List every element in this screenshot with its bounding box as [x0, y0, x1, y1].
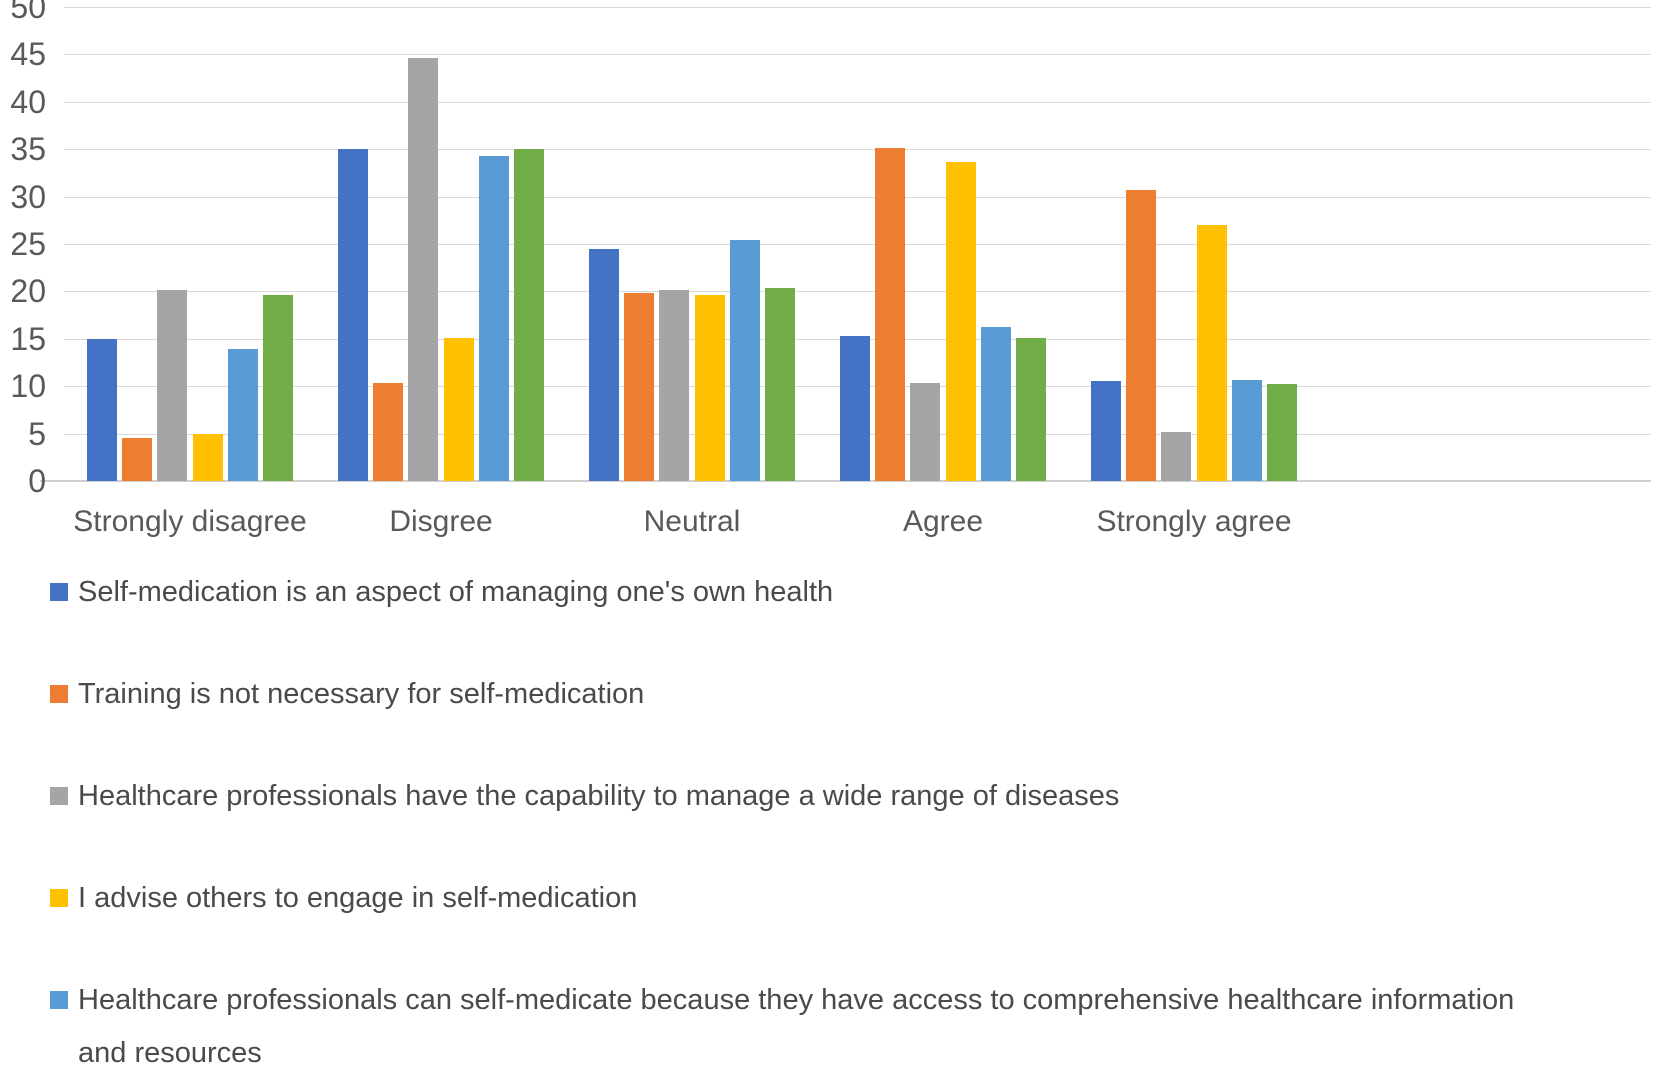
bar	[945, 161, 976, 481]
y-axis-tick-label: 5	[28, 415, 46, 452]
legend-item: Healthcare professionals have the capabi…	[50, 770, 1119, 823]
bar	[875, 148, 906, 481]
x-axis-category-label: Neutral	[643, 505, 741, 538]
legend-item: Healthcare professionals can self-medica…	[50, 974, 1558, 1080]
bar	[122, 438, 153, 481]
bar	[227, 349, 258, 481]
y-axis-tick-label: 15	[10, 320, 46, 357]
bar	[694, 295, 725, 481]
bar	[338, 149, 368, 481]
bar	[589, 248, 619, 481]
gridline	[64, 7, 1651, 8]
bar	[1196, 225, 1227, 481]
bar	[624, 293, 655, 481]
bar	[1161, 431, 1192, 481]
legend-swatch	[50, 787, 68, 805]
x-axis-category-label: Strongly agree	[1096, 505, 1292, 538]
y-axis-tick-label: 50	[10, 0, 46, 25]
y-axis-tick-label: 40	[10, 83, 46, 120]
legend-swatch	[50, 685, 68, 703]
bar	[1267, 384, 1297, 481]
legend-label: Healthcare professionals can self-medica…	[78, 984, 1515, 1069]
x-axis-category-label: Disgree	[389, 505, 493, 538]
bar	[1126, 189, 1157, 481]
bar	[765, 287, 795, 481]
bar	[373, 383, 404, 481]
x-axis-category-label: Agree	[902, 505, 984, 538]
y-axis-tick-label: 10	[10, 368, 46, 405]
bar	[514, 149, 544, 481]
bar	[910, 383, 941, 481]
legend-swatch	[50, 889, 68, 907]
legend-item: Training is not necessary for self-medic…	[50, 668, 644, 721]
y-axis-tick-label: 35	[10, 131, 46, 168]
bar	[443, 337, 474, 481]
legend-item: Self-medication is an aspect of managing…	[50, 566, 833, 619]
bar	[192, 433, 223, 481]
y-axis-tick-label: 25	[10, 226, 46, 262]
bar	[1016, 337, 1046, 481]
bar	[840, 335, 870, 481]
bar	[157, 289, 188, 481]
bar	[87, 338, 117, 481]
gridline	[64, 149, 1651, 151]
bar	[1091, 381, 1121, 481]
legend-label: I advise others to engage in self-medica…	[78, 882, 638, 914]
legend-swatch	[50, 991, 68, 1009]
y-axis-tick-label: 0	[28, 463, 46, 499]
bar	[1231, 379, 1262, 481]
legend-label: Training is not necessary for self-medic…	[78, 678, 645, 710]
bar	[408, 58, 439, 481]
gridline	[64, 101, 1651, 103]
y-axis-tick-label: 30	[10, 178, 46, 215]
gridline	[64, 196, 1651, 198]
legend-label: Healthcare professionals have the capabi…	[78, 780, 1120, 812]
gridline	[64, 54, 1651, 56]
bar	[263, 295, 293, 481]
legend-swatch	[50, 583, 68, 601]
bar	[659, 290, 690, 481]
bar	[980, 327, 1011, 481]
bar	[478, 155, 509, 481]
legend-label: Self-medication is an aspect of managing…	[78, 576, 834, 608]
legend-item: I advise others to engage in self-medica…	[50, 872, 637, 925]
y-axis-tick-label: 45	[10, 36, 46, 73]
gridline	[64, 244, 1651, 245]
x-axis-category-label: Strongly disagree	[73, 505, 307, 538]
bar	[729, 240, 760, 481]
gridline	[64, 291, 1651, 293]
y-axis-tick-label: 20	[10, 273, 46, 310]
x-axis-line	[40, 480, 1651, 482]
